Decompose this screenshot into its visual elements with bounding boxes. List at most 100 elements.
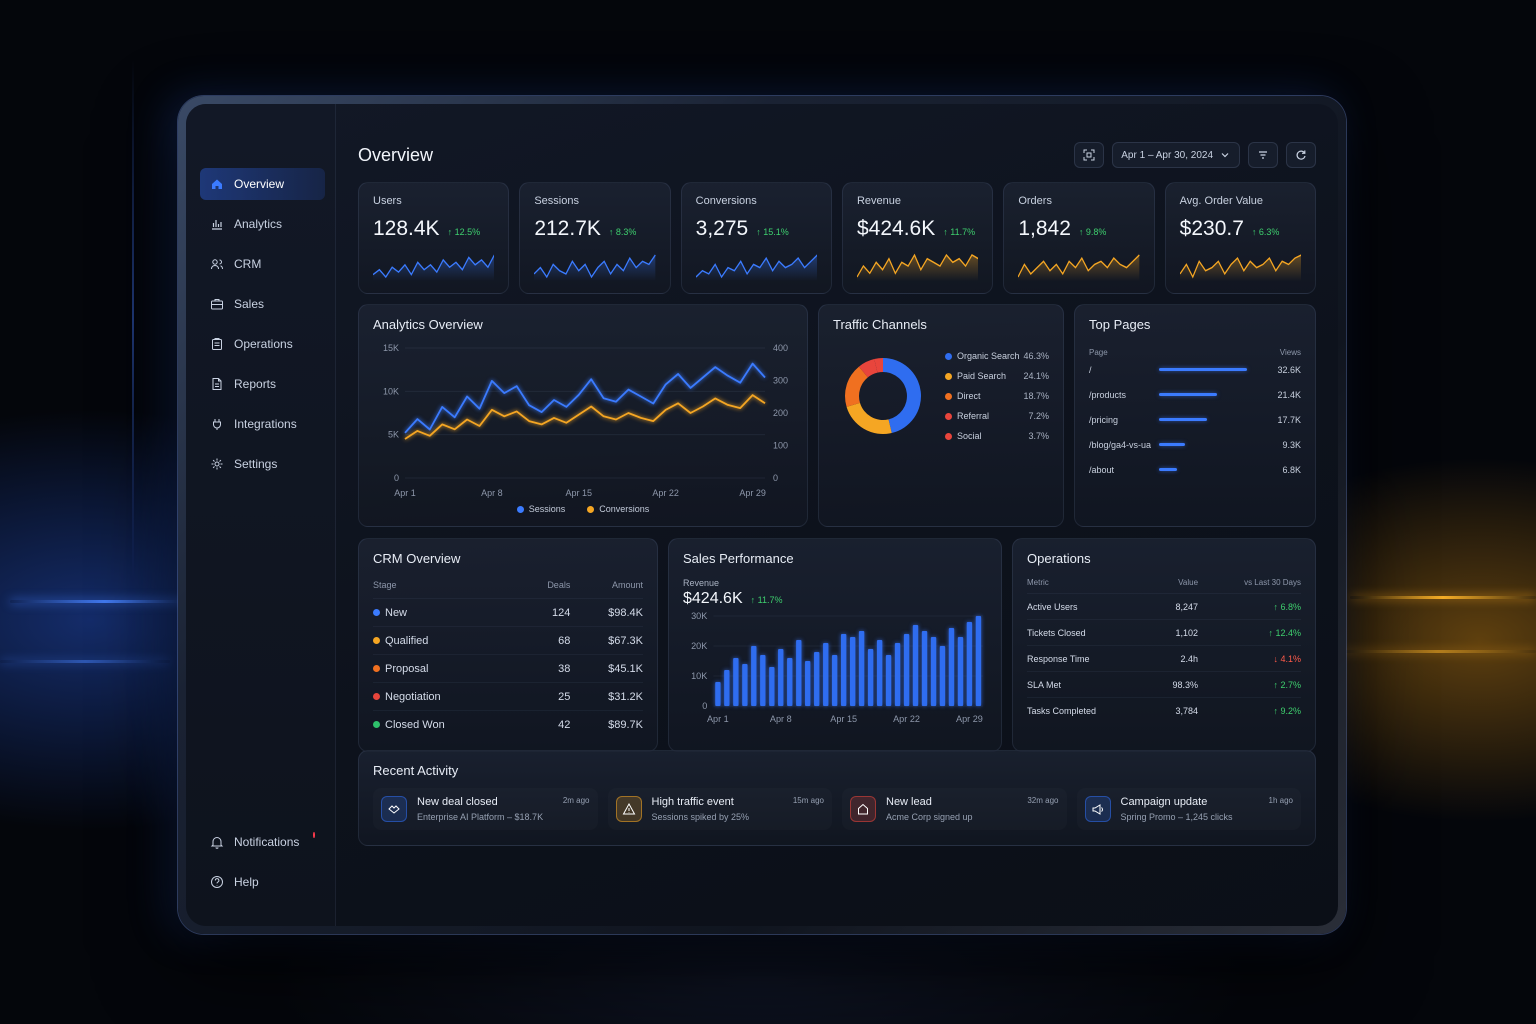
card-title: Sales Performance: [683, 551, 794, 566]
sales-metric-label: Revenue: [683, 578, 720, 588]
change-value: ↑ 6.8%: [1273, 601, 1301, 612]
change-cell: ↑ 6.8%: [1198, 593, 1301, 620]
views-bar-track: [1159, 468, 1247, 471]
kpi-card-avg-order-value[interactable]: Avg. Order Value $230.7 ↑ 6.3%: [1164, 182, 1316, 294]
chevron-down-icon: [1221, 153, 1229, 158]
kpi-card-sessions[interactable]: Sessions 212.7K ↑ 8.3%: [519, 182, 671, 294]
sales-bar: [867, 649, 874, 706]
x-tick: Apr 1: [394, 488, 416, 498]
sidebar-item-label: Integrations: [234, 417, 297, 431]
sidebar-item-help[interactable]: Help: [200, 866, 325, 898]
top-pages-header: Page Views: [1089, 348, 1301, 357]
donut-slice-social: [874, 358, 883, 373]
y-left-tick: 10K: [383, 386, 399, 396]
sidebar-item-integrations[interactable]: Integrations: [200, 408, 325, 440]
change-cell: ↑ 12.4%: [1198, 619, 1301, 646]
y-right-tick: 300: [773, 376, 788, 386]
bottom-row: CRM Overview Stage Deals Amount New 124 $9…: [358, 538, 1316, 752]
kpi-card-conversions[interactable]: Conversions 3,275 ↑ 15.1%: [680, 182, 832, 294]
kpi-card-orders[interactable]: Orders 1,842 ↑ 9.8%: [1003, 182, 1155, 294]
activity-item[interactable]: Campaign update Spring Promo – 1,245 clic…: [1077, 788, 1302, 830]
value-cell: 1,102: [1151, 619, 1199, 646]
traffic-channels-card: Traffic Channels Organic Search 46.3% Paid…: [818, 304, 1064, 527]
table-row[interactable]: Tickets Closed 1,102 ↑ 12.4%: [1027, 619, 1301, 646]
x-tick: Apr 8: [481, 488, 503, 498]
top-page-row[interactable]: / 32.6K: [1089, 357, 1301, 382]
legend-label: Conversions: [599, 504, 650, 514]
sales-bar: [814, 652, 820, 706]
table-row[interactable]: Proposal 38 $45.1K: [373, 654, 643, 683]
kpi-sparkline: [1179, 254, 1301, 281]
kpi-value: $424.6K: [856, 217, 936, 240]
kpi-sparkline: [534, 254, 656, 281]
refresh-button[interactable]: [1286, 142, 1316, 168]
table-row[interactable]: Response Time 2.4h ↓ 4.1%: [1027, 645, 1301, 672]
activity-item[interactable]: High traffic event Sessions spiked by 25%…: [608, 788, 833, 830]
channel-row: Paid Search 24.1%: [945, 371, 1049, 381]
stage-name: Qualified: [385, 634, 429, 647]
x-tick: Apr 15: [566, 488, 593, 498]
activity-item[interactable]: New deal closed Enterprise AI Platform – …: [373, 788, 598, 830]
toolbar: Apr 1 – Apr 30, 2024: [1074, 142, 1316, 168]
channel-row: Social 3.7%: [945, 431, 1049, 441]
sidebar-item-notifications[interactable]: Notifications: [200, 826, 325, 858]
top-page-row[interactable]: /about 6.8K: [1089, 457, 1301, 482]
alert-icon: [622, 802, 635, 815]
top-page-row[interactable]: /products 21.4K: [1089, 382, 1301, 407]
sidebar-item-analytics[interactable]: Analytics: [200, 208, 325, 240]
filter-button[interactable]: [1248, 142, 1278, 168]
sales-bar: [724, 670, 730, 706]
channel-swatch: [945, 392, 952, 400]
donut-slice-referral: [858, 359, 878, 378]
views-bar-track: [1159, 443, 1247, 446]
channel-swatch: [945, 432, 952, 440]
page-path: /products: [1089, 389, 1127, 400]
table-row[interactable]: Tasks Completed 3,784 ↑ 9.2%: [1027, 697, 1301, 724]
sidebar-item-sales[interactable]: Sales: [200, 288, 325, 320]
activity-item[interactable]: New lead Acme Corp signed up 32m ago: [842, 788, 1067, 830]
kpi-card-revenue[interactable]: Revenue $424.6K ↑ 11.7%: [841, 182, 994, 294]
y-tick: 0: [702, 701, 707, 711]
sparkline-line: [695, 254, 817, 279]
table-row[interactable]: Qualified 68 $67.3K: [373, 626, 643, 655]
date-range-picker[interactable]: Apr 1 – Apr 30, 2024: [1112, 142, 1240, 168]
refresh-icon: [1296, 150, 1306, 160]
x-tick: Apr 22: [893, 714, 920, 724]
table-row[interactable]: New 124 $98.4K: [373, 598, 643, 627]
card-title: Traffic Channels: [833, 317, 927, 332]
y-right-tick: 0: [773, 473, 778, 483]
sparkline-line: [373, 254, 495, 279]
sales-bar: [831, 655, 838, 706]
table-row[interactable]: Active Users 8,247 ↑ 6.8%: [1027, 593, 1301, 620]
table-row[interactable]: Negotiation 25 $31.2K: [373, 682, 643, 711]
sidebar-item-crm[interactable]: CRM: [200, 248, 325, 280]
sidebar-item-label: Overview: [234, 177, 285, 191]
sidebar-item-label: Sales: [234, 297, 265, 311]
change-value: ↑ 9.2%: [1273, 705, 1301, 716]
top-page-row[interactable]: /blog/ga4-vs-ua 9.3K: [1089, 432, 1301, 457]
sidebar-item-operations[interactable]: Operations: [200, 328, 325, 360]
activity-list: New deal closed Enterprise AI Platform – …: [373, 788, 1301, 830]
sidebar-item-reports[interactable]: Reports: [200, 368, 325, 400]
sidebar-item-overview[interactable]: Overview: [200, 168, 325, 200]
top-page-row[interactable]: /pricing 17.7K: [1089, 407, 1301, 432]
sidebar-item-settings[interactable]: Settings: [200, 448, 325, 480]
page-path: /pricing: [1089, 414, 1119, 425]
channel-swatch: [945, 412, 952, 420]
operations-card: Operations Metric Value vs Last 30 Days …: [1012, 538, 1316, 752]
stage-cell: Proposal: [373, 654, 523, 683]
kpi-value: 212.7K: [534, 217, 601, 240]
sparkline-line: [1018, 254, 1140, 278]
table-row[interactable]: SLA Met 98.3% ↑ 2.7%: [1027, 671, 1301, 698]
kpi-card-users[interactable]: Users 128.4K ↑ 12.5%: [358, 182, 510, 294]
stage-name: Proposal: [385, 662, 429, 675]
table-row[interactable]: Closed Won 42 $89.7K: [373, 710, 643, 739]
sidebar: Overview Analytics CRM Sales Operations Repor…: [186, 104, 336, 926]
sidebar-item-label: Notifications: [234, 835, 300, 849]
backdrop-glow-line: [1340, 650, 1536, 653]
metric-cell: Response Time: [1027, 645, 1152, 672]
screenshot-button[interactable]: [1074, 142, 1105, 168]
kpi-label: Users: [373, 195, 402, 207]
dashboard-screen: Overview Analytics CRM Sales Operations Repor…: [186, 104, 1338, 926]
sparkline-area: [1018, 255, 1140, 281]
